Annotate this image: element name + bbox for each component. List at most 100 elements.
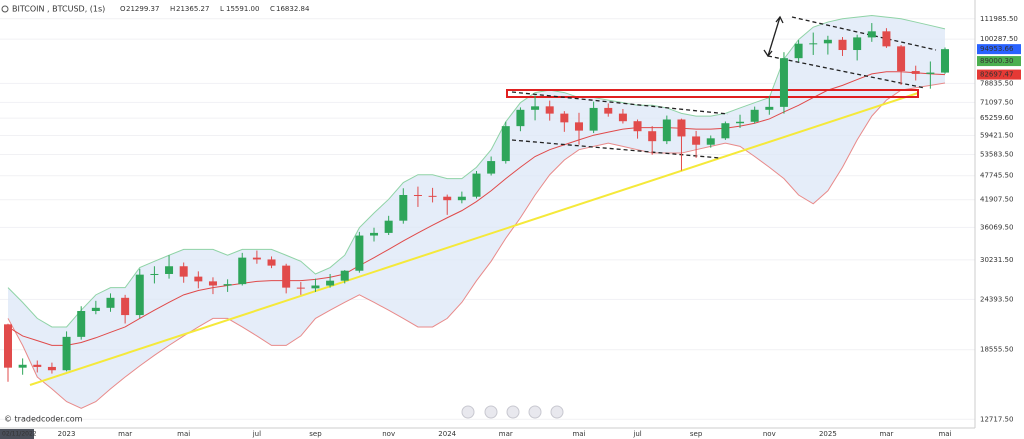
candle-body bbox=[384, 220, 393, 233]
candle-body bbox=[838, 39, 847, 51]
candle-body bbox=[443, 196, 452, 201]
candle-body bbox=[47, 366, 56, 371]
band-fill bbox=[8, 15, 945, 409]
y-tick-label: 100287.50 bbox=[980, 35, 1018, 43]
x-tick-label: mar bbox=[499, 430, 513, 438]
candle-body bbox=[208, 281, 217, 286]
candle-body bbox=[355, 235, 364, 271]
moving-average bbox=[7, 71, 946, 346]
candle-body bbox=[706, 138, 715, 145]
candle-body bbox=[604, 107, 613, 114]
candle-body bbox=[750, 109, 759, 122]
nav-buttons[interactable] bbox=[461, 405, 564, 419]
candle-body bbox=[560, 113, 569, 123]
candle-body bbox=[765, 106, 774, 110]
candle-body bbox=[794, 43, 803, 59]
y-tick-label: 78835.50 bbox=[980, 79, 1013, 87]
candle-body bbox=[736, 121, 745, 124]
ohlc-value: 21299.37 bbox=[126, 5, 159, 13]
y-tick-label: 12717.50 bbox=[980, 415, 1013, 423]
x-tick-label: nov bbox=[382, 430, 395, 438]
candle-body bbox=[897, 46, 906, 72]
crosshair-date: 02/11/2022 bbox=[2, 431, 37, 438]
y-tick-label: 30231.50 bbox=[980, 256, 1013, 264]
candle-body bbox=[911, 71, 920, 74]
candle-body bbox=[91, 307, 100, 312]
candle-body bbox=[487, 161, 496, 174]
x-tick-label: mai bbox=[572, 430, 585, 438]
candle-body bbox=[941, 49, 949, 73]
candle-body bbox=[150, 273, 159, 275]
candle-body bbox=[574, 122, 583, 131]
ohlc-name: O bbox=[120, 5, 126, 13]
ohlc-value: 16832.84 bbox=[276, 5, 310, 13]
y-tick-label: 41907.50 bbox=[980, 196, 1013, 204]
price-label: 89000.30 bbox=[980, 57, 1013, 65]
candle-body bbox=[457, 196, 466, 201]
x-tick-label: 2025 bbox=[819, 430, 837, 438]
trend-line bbox=[29, 92, 919, 386]
y-tick-label: 36069.50 bbox=[980, 223, 1013, 231]
candle-body bbox=[165, 266, 174, 274]
y-tick-label: 53583.50 bbox=[980, 150, 1013, 158]
candle-body bbox=[238, 257, 247, 285]
resistance-box bbox=[506, 89, 919, 98]
price-box bbox=[977, 69, 1021, 80]
candle-body bbox=[823, 39, 832, 44]
candle-body bbox=[326, 280, 335, 286]
candle-body bbox=[721, 123, 730, 139]
ohlc-name: C bbox=[270, 5, 275, 13]
price-box bbox=[977, 44, 1021, 55]
y-tick-label: 111985.50 bbox=[980, 15, 1018, 23]
x-tick-label: sep bbox=[690, 430, 703, 438]
candle-body bbox=[779, 58, 788, 107]
x-tick-label: 2024 bbox=[438, 430, 456, 438]
x-tick-label: mar bbox=[118, 430, 132, 438]
watermark: © tradedcoder.com bbox=[4, 415, 83, 424]
channels bbox=[511, 16, 937, 159]
candle-body bbox=[267, 259, 276, 266]
candle-body bbox=[179, 266, 188, 277]
candle-body bbox=[223, 284, 232, 286]
candle-body bbox=[531, 106, 540, 110]
ohlc-value: 21365.27 bbox=[176, 5, 209, 13]
x-tick-label: jul bbox=[252, 430, 261, 438]
ohlc-name: L bbox=[220, 5, 224, 13]
candle-body bbox=[121, 297, 130, 316]
x-tick-label: mar bbox=[879, 430, 893, 438]
candle-body bbox=[4, 324, 12, 368]
candle-body bbox=[926, 72, 935, 74]
candle-body bbox=[501, 126, 510, 162]
candle-body bbox=[545, 106, 554, 114]
double-arrow bbox=[763, 15, 784, 58]
y-tick-label: 18555.50 bbox=[980, 346, 1013, 354]
symbol-title: BITCOIN , BTCUSD, (1s) bbox=[12, 5, 105, 14]
x-tick-label: sep bbox=[309, 430, 322, 438]
y-tick-label: 71097.50 bbox=[980, 98, 1013, 106]
ohlc-value: 15591.00 bbox=[226, 5, 259, 13]
candle-body bbox=[296, 287, 305, 289]
candle-body bbox=[194, 276, 203, 282]
y-tick-label: 47745.50 bbox=[980, 172, 1013, 180]
candle-body bbox=[867, 31, 876, 38]
candle-body bbox=[648, 131, 657, 142]
candle-body bbox=[370, 232, 379, 236]
x-tick-label: 2023 bbox=[58, 430, 76, 438]
candle-body bbox=[399, 194, 408, 221]
crosshair-date-box bbox=[0, 429, 34, 439]
menu-icon[interactable] bbox=[1, 5, 9, 13]
ohlc-name: H bbox=[170, 5, 175, 13]
y-tick-label: 59421.50 bbox=[980, 131, 1013, 139]
price-label: 94953.66 bbox=[980, 45, 1014, 53]
candle-body bbox=[618, 113, 627, 122]
candle-body bbox=[882, 31, 891, 47]
candle-body bbox=[809, 43, 818, 45]
x-tick-label: mai bbox=[938, 430, 951, 438]
candle-body bbox=[662, 119, 671, 142]
candle-body bbox=[677, 119, 686, 137]
candle-body bbox=[516, 109, 525, 127]
candle-body bbox=[311, 285, 320, 289]
candle-body bbox=[252, 257, 261, 260]
x-tick-label: nov bbox=[763, 430, 776, 438]
